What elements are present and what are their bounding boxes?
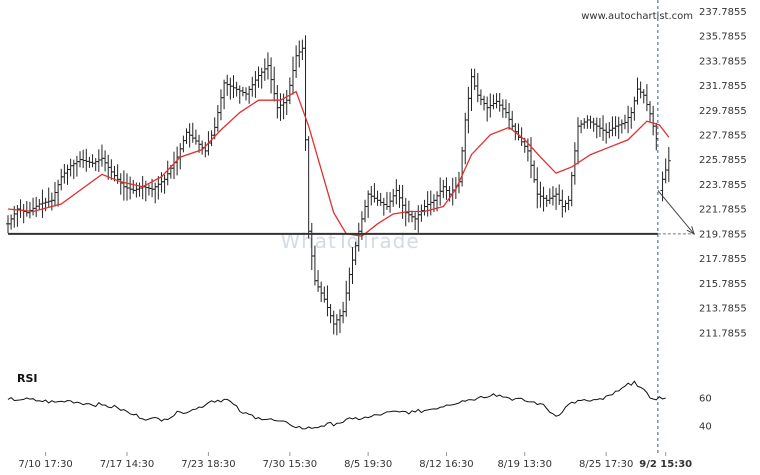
price-y-tick-label: 211.7855 xyxy=(699,328,747,339)
x-tick-label: 7/10 17:30 xyxy=(18,459,72,470)
price-y-tick-label: 221.7855 xyxy=(699,205,747,216)
moving-average-line xyxy=(7,90,670,237)
x-tick-label: 7/30 15:30 xyxy=(263,459,317,470)
x-axis-ticks: 7/10 17:30 7/17 14:30 7/23 18:30 7/30 15:30… xyxy=(18,452,692,470)
x-tick-label: 7/17 14:30 xyxy=(100,459,154,470)
price-y-tick-label: 223.7855 xyxy=(699,180,747,191)
price-y-tick-label: 215.7855 xyxy=(699,279,747,290)
forecast-arrow-head xyxy=(686,226,695,235)
rsi-y-tick-label: 60 xyxy=(699,394,712,405)
watermark: WhatToTrade xyxy=(280,229,419,253)
price-y-ticks: 237.7855 235.7855 233.7855 231.7855 229.7855… xyxy=(699,7,747,339)
moving-average-layer xyxy=(7,90,670,237)
rsi-line xyxy=(7,380,666,430)
price-plot-area xyxy=(8,0,695,357)
price-y-tick-label: 235.7855 xyxy=(699,32,747,43)
price-candles xyxy=(6,35,671,336)
levels-layer xyxy=(8,0,695,455)
rsi-y-tick-label: 40 xyxy=(699,422,712,433)
price-y-tick-label: 231.7855 xyxy=(699,81,747,92)
price-y-tick-label: 217.7855 xyxy=(699,254,747,265)
x-tick-label: 7/23 18:30 xyxy=(181,459,235,470)
x-tick-label: 8/19 13:30 xyxy=(498,459,552,470)
price-y-tick-label: 233.7855 xyxy=(699,56,747,67)
x-tick-label: 8/12 16:30 xyxy=(419,459,473,470)
price-y-tick-label: 225.7855 xyxy=(699,155,747,166)
x-tick-label: 8/25 17:30 xyxy=(579,459,633,470)
price-y-tick-label: 219.7855 xyxy=(699,229,747,240)
forecast-arrow-line xyxy=(657,190,695,235)
rsi-label: RSI xyxy=(17,372,38,385)
price-y-tick-label: 227.7855 xyxy=(699,130,747,141)
price-y-tick-label: 237.7855 xyxy=(699,7,747,18)
x-tick-label: 8/5 19:30 xyxy=(344,459,392,470)
site-label: www.autochartist.com xyxy=(581,11,693,22)
price-y-tick-label: 229.7855 xyxy=(699,106,747,117)
rsi-y-ticks: 60 40 xyxy=(699,394,712,433)
rsi-layer xyxy=(7,380,666,430)
x-tick-label: 9/2 15:30 xyxy=(639,459,692,470)
price-y-tick-label: 213.7855 xyxy=(699,304,747,315)
